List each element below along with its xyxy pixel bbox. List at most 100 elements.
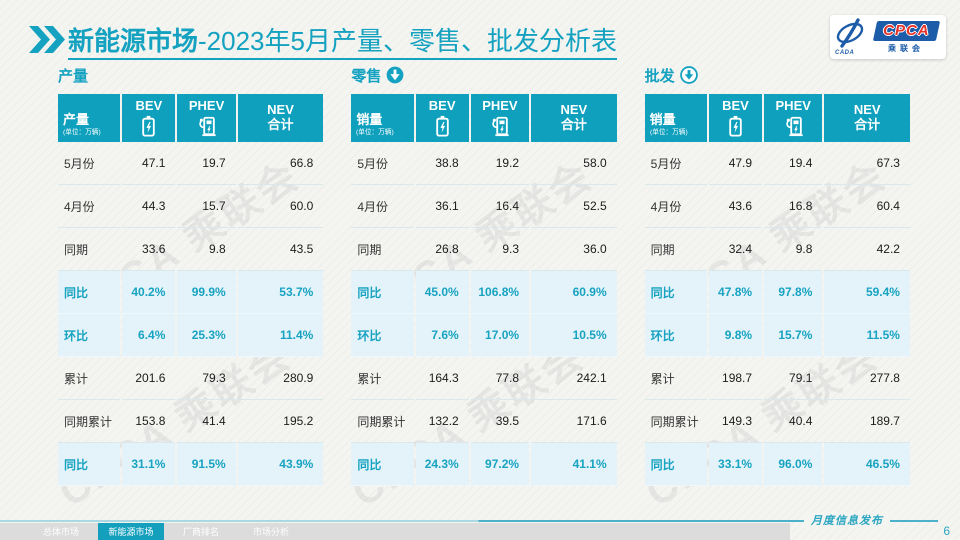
- down-arrow-filled-icon: [386, 66, 404, 84]
- table-cell: 41.1%: [531, 443, 617, 486]
- table-cell: 171.6: [531, 400, 617, 443]
- table-cell: 41.4: [177, 400, 236, 443]
- section-title: 批发: [644, 67, 675, 85]
- table-cell: 52.5: [531, 185, 617, 228]
- table-cell: 79.3: [177, 357, 236, 400]
- table-cell: 53.7%: [237, 271, 324, 314]
- table-cell: 132.2: [415, 400, 469, 443]
- table-cell: 43.9%: [237, 443, 324, 486]
- table-cell: 9.8%: [708, 314, 763, 357]
- table-cell: 10.5%: [531, 314, 617, 357]
- row-label: 环比: [644, 314, 707, 357]
- row-label: 5月份: [58, 142, 121, 185]
- data-table: 销量 (单位：万辆) BEV PHEV: [351, 94, 617, 486]
- table-cell: 60.0: [237, 185, 324, 228]
- table-cell: 15.7: [177, 185, 236, 228]
- table-cell: 91.5%: [177, 443, 236, 486]
- emblem-caption: CADA: [835, 50, 855, 56]
- corner-unit: (单位：万辆): [649, 129, 688, 136]
- table-cell: 97.8%: [764, 271, 823, 314]
- footer-tab-市场分析[interactable]: 市场分析: [252, 527, 289, 537]
- corner-title: 销量: [649, 111, 676, 127]
- column-header-phev: PHEV: [764, 94, 823, 142]
- table-cell: 153.8: [122, 400, 176, 443]
- row-label: 4月份: [58, 185, 121, 228]
- data-table: 销量 (单位：万辆) BEV PHEV: [644, 94, 910, 486]
- table-cell: 19.7: [177, 142, 236, 185]
- table-cell: 19.2: [470, 142, 530, 185]
- data-table-section: 零售 销量 (单位：万辆) BEV: [345, 62, 617, 516]
- table-cell: 24.3%: [415, 443, 469, 486]
- table-cell: 43.6: [708, 185, 763, 228]
- footer-tab-厂商排名[interactable]: 厂商排名: [182, 527, 219, 537]
- column-header-bev: BEV: [122, 94, 176, 142]
- table-cell: 9.8: [177, 228, 236, 271]
- charging-pump-icon: [786, 116, 803, 136]
- column-header-bev: BEV: [415, 94, 469, 142]
- page-title: 新能源市场-2023年5月产量、零售、批发分析表: [68, 21, 617, 60]
- table-cell: 40.4: [764, 400, 823, 443]
- table-cell: 67.3: [824, 142, 910, 185]
- table-cell: 60.9%: [531, 271, 617, 314]
- table-cell: 58.0: [531, 142, 617, 185]
- table-cell: 79.1: [764, 357, 823, 400]
- cpca-chinese-name: 乘联会: [888, 43, 924, 53]
- table-cell: 36.1: [415, 185, 469, 228]
- footer-divider-line: [0, 520, 938, 522]
- charging-pump-icon: [199, 116, 216, 136]
- table-cell: 43.5: [237, 228, 324, 271]
- charging-pump-icon: [492, 116, 510, 136]
- table-cell: 47.1: [122, 142, 176, 185]
- table-cell: 26.8: [415, 228, 469, 271]
- table-cell: 33.1%: [708, 443, 763, 486]
- row-label: 同比: [58, 271, 121, 314]
- table-corner-header: 产量 (单位：万辆): [58, 94, 121, 142]
- row-label: 同期累计: [58, 400, 121, 443]
- table-cell: 38.8: [415, 142, 469, 185]
- table-cell: 39.5: [470, 400, 530, 443]
- table-cell: 277.8: [824, 357, 910, 400]
- footer-tab-总体市场[interactable]: 总体市场: [42, 527, 79, 537]
- column-header-nev-total: NEV 合计: [237, 94, 324, 142]
- row-label: 同比: [351, 271, 414, 314]
- battery-icon: [729, 115, 742, 137]
- table-cell: 280.9: [237, 357, 324, 400]
- table-cell: 59.4%: [824, 271, 910, 314]
- column-header-nev-total: NEV 合计: [531, 94, 617, 142]
- table-cell: 106.8%: [470, 271, 530, 314]
- page-title-rest: -2023年5月产量、零售、批发分析表: [198, 26, 617, 56]
- table-cell: 47.8%: [708, 271, 763, 314]
- table-cell: 9.8: [764, 228, 823, 271]
- table-cell: 198.7: [708, 357, 763, 400]
- table-cell: 40.2%: [122, 271, 176, 314]
- table-cell: 77.8: [470, 357, 530, 400]
- table-cell: 201.6: [122, 357, 176, 400]
- table-cell: 16.4: [470, 185, 530, 228]
- bottom-tab-bar: 总体市场 新能源市场 厂商排名 市场分析: [0, 523, 790, 540]
- battery-icon: [142, 115, 156, 137]
- row-label: 环比: [351, 314, 414, 357]
- corner-unit: (单位：万辆): [356, 129, 395, 136]
- table-cell: 66.8: [237, 142, 324, 185]
- table-cell: 42.2: [824, 228, 910, 271]
- row-label: 同比: [644, 443, 707, 486]
- section-title: 产量: [58, 67, 89, 85]
- table-cell: 189.7: [824, 400, 910, 443]
- row-label: 同期累计: [351, 400, 414, 443]
- table-cell: 96.0%: [764, 443, 823, 486]
- page-title-emphasis: 新能源市场: [68, 26, 199, 56]
- data-table: 产量 (单位：万辆) BEV PHEV: [58, 94, 324, 486]
- table-cell: 33.6: [122, 228, 176, 271]
- footer-tab-新能源市场[interactable]: 新能源市场: [98, 523, 164, 540]
- table-cell: 44.3: [122, 185, 176, 228]
- corner-unit: (单位：万辆): [63, 129, 101, 136]
- table-cell: 97.2%: [470, 443, 530, 486]
- table-cell: 9.3: [470, 228, 530, 271]
- row-label: 同期累计: [644, 400, 707, 443]
- table-cell: 11.4%: [237, 314, 324, 357]
- row-label: 5月份: [351, 142, 414, 185]
- slide-header: 新能源市场-2023年5月产量、零售、批发分析表 CADA CPCA 乘联会: [0, 0, 960, 64]
- row-label: 同比: [58, 443, 121, 486]
- data-table-section: 产量 产量 (单位：万辆) BEV: [52, 62, 324, 516]
- table-cell: 36.0: [531, 228, 617, 271]
